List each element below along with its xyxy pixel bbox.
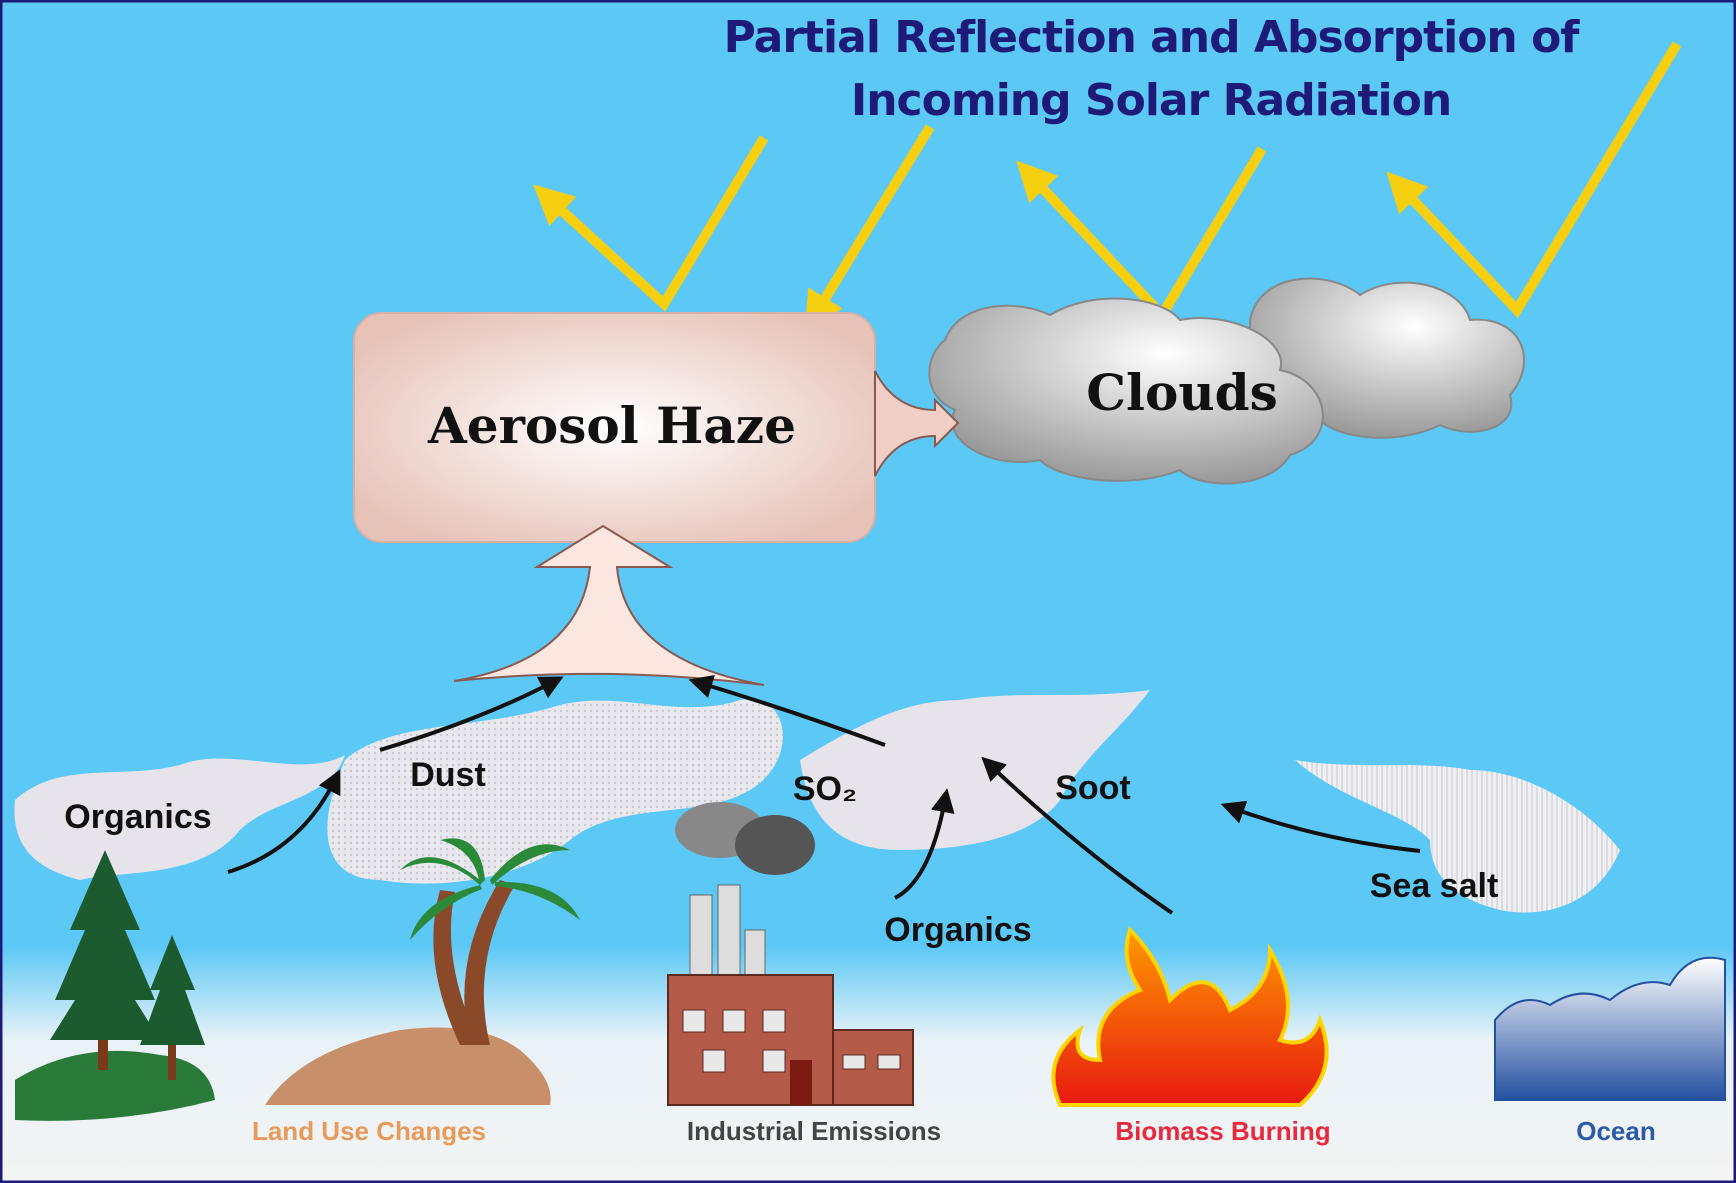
clouds-label: Clouds — [1086, 363, 1278, 422]
source-label: Ocean — [1576, 1116, 1656, 1146]
particle-label: Dust — [410, 756, 486, 794]
diagram: Partial Reflection and Absorption of Inc… — [0, 0, 1736, 1183]
particle-label: Organics — [64, 798, 211, 836]
particle-label: Soot — [1055, 769, 1131, 807]
particle-label: SO₂ — [793, 770, 857, 808]
source-label: Biomass Burning — [1115, 1116, 1330, 1146]
source-label: Industrial Emissions — [687, 1116, 941, 1146]
background — [1, 1, 1735, 1182]
aerosol-haze-label: Aerosol Haze — [427, 396, 796, 455]
title-line: Incoming Solar Radiation — [851, 75, 1451, 126]
particle-label: Sea salt — [1370, 867, 1499, 905]
particle-label: Organics — [884, 911, 1031, 949]
page: Partial Reflection and Absorption of Inc… — [0, 0, 1736, 1183]
source-label: Land Use Changes — [252, 1116, 486, 1146]
title-line: Partial Reflection and Absorption of — [724, 12, 1581, 63]
